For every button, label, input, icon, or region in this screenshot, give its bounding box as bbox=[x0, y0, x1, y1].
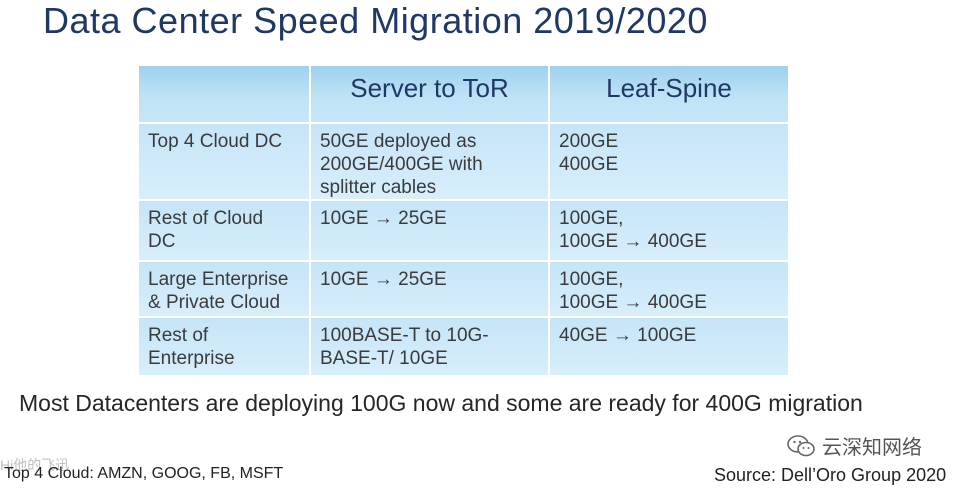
speed-migration-table: Server to ToR Leaf-Spine Top 4 Cloud DC … bbox=[139, 66, 790, 377]
table-row: Rest of Enterprise 100BASE-T to 10G- BAS… bbox=[139, 318, 790, 377]
header-server-to-tor: Server to ToR bbox=[311, 66, 550, 124]
server-to-tor-cell: 50GE deployed as 200GE/400GE with splitt… bbox=[311, 123, 550, 202]
segment-cell: Rest of Cloud DC bbox=[139, 201, 311, 262]
server-to-tor-cell: 10GE → 25GE bbox=[311, 201, 550, 262]
segment-cell: Top 4 Cloud DC bbox=[139, 123, 311, 202]
leaf-spine-cell: 100GE, 100GE → 400GE bbox=[550, 261, 790, 319]
faint-watermark: Hi他的飞迅 bbox=[0, 457, 70, 473]
header-leaf-spine: Leaf-Spine bbox=[550, 66, 790, 124]
leaf-spine-cell: 200GE 400GE bbox=[550, 123, 790, 202]
footnote: Top 4 Cloud: AMZN, GOOG, FB, MSFT bbox=[4, 465, 284, 482]
table-row: Top 4 Cloud DC 50GE deployed as 200GE/40… bbox=[139, 123, 790, 202]
server-to-tor-cell: 100BASE-T to 10G- BASE-T/ 10GE bbox=[311, 318, 550, 377]
wechat-icon bbox=[786, 434, 816, 458]
server-to-tor-cell: 10GE → 25GE bbox=[311, 261, 550, 319]
leaf-spine-cell: 100GE, 100GE → 400GE bbox=[550, 201, 790, 262]
segment-cell: Rest of Enterprise bbox=[139, 318, 311, 377]
summary-text: Most Datacenters are deploying 100G now … bbox=[19, 390, 863, 416]
watermark-text: 云深知网络 bbox=[822, 437, 922, 459]
table-row: Large Enterprise & Private Cloud 10GE → … bbox=[139, 261, 790, 319]
slide-title: Data Center Speed Migration 2019/2020 bbox=[43, 0, 708, 41]
table-header-row: Server to ToR Leaf-Spine bbox=[139, 66, 790, 124]
source-text: Source: Dell’Oro Group 2020 bbox=[714, 465, 947, 485]
segment-cell: Large Enterprise & Private Cloud bbox=[139, 261, 311, 319]
watermark: 云深知网络 bbox=[786, 431, 922, 460]
table-row: Rest of Cloud DC 10GE → 25GE 100GE, 100G… bbox=[139, 201, 790, 262]
header-empty bbox=[139, 66, 311, 124]
leaf-spine-cell: 40GE → 100GE bbox=[550, 318, 790, 377]
